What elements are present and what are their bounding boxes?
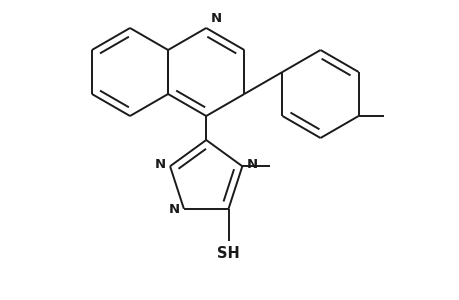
Text: N: N — [246, 158, 257, 171]
Text: N: N — [211, 12, 222, 25]
Text: N: N — [168, 203, 179, 216]
Text: N: N — [155, 158, 166, 171]
Text: SH: SH — [217, 246, 240, 261]
